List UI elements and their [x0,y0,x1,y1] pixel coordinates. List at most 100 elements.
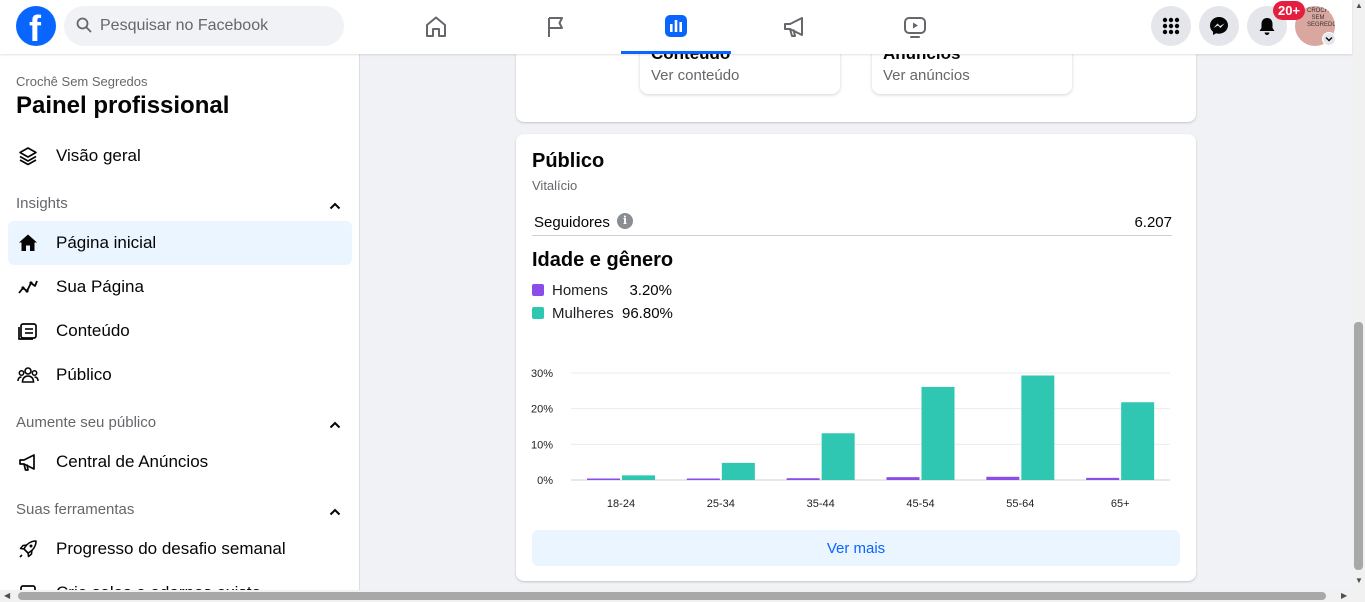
nav-tab-video[interactable] [860,0,970,54]
x-tick-label: 25-34 [707,498,735,510]
chevron-up-icon[interactable] [329,417,341,435]
megaphone-icon [784,17,803,37]
vertical-scrollbar[interactable]: ▲ ▼ [1352,0,1365,590]
account-chevron-down-icon[interactable] [1322,32,1336,46]
content-icon [16,319,40,343]
sidebar-item-label: Página inicial [56,233,157,252]
horizontal-scrollbar[interactable]: ◀ ▶ [0,590,1365,602]
followers-label: Seguidores [534,214,610,231]
audience-period: Vitalício [532,178,578,193]
bar-women-35-44[interactable] [821,433,855,480]
notifications-button[interactable] [1247,6,1287,46]
nav-tab-ads[interactable] [740,0,850,54]
bar-men-65+[interactable] [1086,477,1120,480]
bar-men-55-64[interactable] [986,476,1020,480]
sidebar-item-content[interactable]: Conteúdo [8,309,352,353]
messenger-icon [1210,17,1228,35]
legend-item-women: Mulheres 96.80% [532,303,673,323]
sidebar-item-label: Central de Anúncios [56,452,209,471]
followers-value: 6.207 [1134,214,1172,231]
y-tick-label: 20% [531,404,553,416]
audience-title: Público [532,150,605,172]
x-tick-label: 18-24 [607,498,635,510]
legend-value: 3.20% [629,281,672,299]
content-shortcut-subtitle: Ver conteúdo [651,67,740,84]
sidebar: Crochê Sem Segredos Painel profissional … [0,54,360,602]
sidebar-item-label: Público [56,365,112,384]
scroll-up-arrow-icon[interactable]: ▲ [1355,1,1363,10]
sidebar-item-weekly-challenge[interactable]: Progresso do desafio semanal [8,527,352,571]
age-gender-bar-chart: 30% 20% 10% 0% 18-24 25-34 35-44 45-54 55-64 65+ [531,368,1170,510]
chevron-up-icon[interactable] [329,504,341,522]
y-tick-label: 10% [531,439,553,451]
home-filled-icon [16,231,40,255]
search-icon [76,17,92,33]
legend-swatch-men [532,284,544,296]
y-tick-label: 0% [537,475,553,487]
trend-icon [16,275,40,299]
layers-icon [16,144,40,168]
sidebar-item-label: Conteúdo [56,321,130,340]
legend-item-men: Homens 3.20% [532,280,672,300]
home-icon [426,16,446,37]
bar-women-18-24[interactable] [622,475,655,480]
sidebar-item-your-page[interactable]: Sua Página [8,265,352,309]
x-tick-label: 55-64 [1006,498,1034,510]
x-tick-label: 35-44 [807,498,835,510]
notifications-badge: 20+ [1273,1,1306,20]
section-grow-audience: Aumente seu público [16,414,157,431]
y-tick-label: 30% [531,368,553,380]
x-tick-label: 65+ [1111,498,1130,510]
megaphone-icon [16,450,40,474]
ads-shortcut-subtitle: Ver anúncios [883,67,970,84]
menu-button[interactable] [1151,6,1191,46]
video-icon [904,17,926,38]
audience-card: Público Vitalício Seguidores i 6.207 Ida… [516,134,1196,581]
legend-swatch-women [532,307,544,319]
sidebar-item-audience[interactable]: Público [8,353,352,397]
scroll-right-arrow-icon[interactable]: ▶ [1341,591,1348,600]
age-gender-title: Idade e gênero [532,249,674,271]
people-icon [16,363,40,387]
nav-tab-professional-dashboard[interactable] [621,0,731,54]
insights-icon [665,14,687,37]
bar-women-65+[interactable] [1121,402,1155,480]
flag-icon [548,17,563,37]
sidebar-item-ads-center[interactable]: Central de Anúncios [8,440,352,484]
search-input[interactable] [100,6,330,46]
legend-value: 96.80% [622,304,673,322]
messenger-button[interactable] [1199,6,1239,46]
facebook-logo-icon[interactable]: f [16,6,56,49]
bar-men-25-34[interactable] [686,478,720,481]
nav-tab-home[interactable] [381,0,491,54]
vertical-scrollbar-thumb[interactable] [1354,322,1363,570]
bar-women-55-64[interactable] [1021,375,1055,480]
legend-label: Homens [552,281,608,299]
scroll-left-arrow-icon[interactable]: ◀ [4,591,11,600]
see-more-button[interactable]: Ver mais [532,530,1180,566]
top-navigation-bar: f [0,0,1352,54]
bar-women-45-54[interactable] [921,386,955,480]
sidebar-item-label: Visão geral [56,146,141,165]
search-box[interactable] [64,6,344,46]
bar-men-45-54[interactable] [886,477,920,480]
info-icon[interactable]: i [617,213,633,229]
sidebar-item-overview[interactable]: Visão geral [8,134,352,178]
rocket-icon [16,537,40,561]
grid-menu-icon [1162,17,1180,35]
scroll-down-arrow-icon[interactable]: ▼ [1355,576,1363,585]
section-insights: Insights [16,195,68,212]
sidebar-item-label: Sua Página [56,277,144,296]
followers-row: Seguidores i 6.207 [532,212,1172,236]
chevron-up-icon[interactable] [329,198,341,216]
sidebar-item-label: Progresso do desafio semanal [56,539,286,558]
bar-men-18-24[interactable] [587,478,620,481]
sidebar-item-home[interactable]: Página inicial [8,221,352,265]
bar-women-25-34[interactable] [721,462,755,480]
bar-men-35-44[interactable] [786,478,820,480]
x-tick-label: 45-54 [906,498,934,510]
bell-icon [1259,18,1275,35]
horizontal-scrollbar-thumb[interactable] [18,592,1326,600]
nav-tab-pages[interactable] [501,0,611,54]
legend-label: Mulheres [552,304,614,322]
